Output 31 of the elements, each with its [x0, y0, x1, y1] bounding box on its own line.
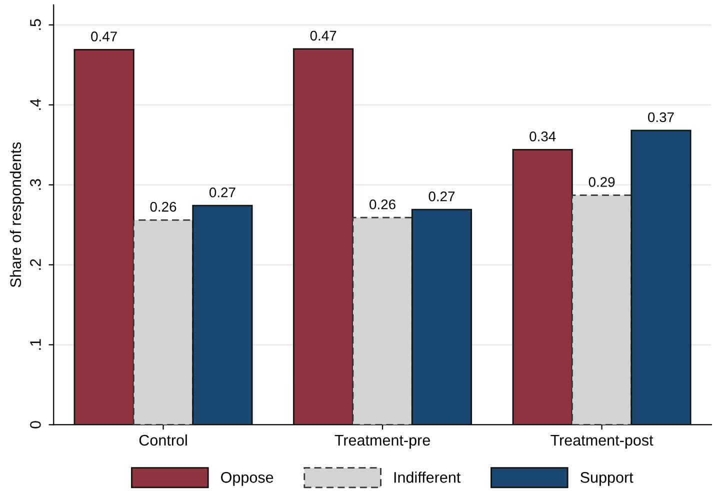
y-axis-title: Share of respondents	[10, 142, 24, 288]
bar	[571, 194, 632, 425]
x-tick-label: Control	[139, 434, 187, 446]
legend-label: Support	[580, 472, 634, 486]
y-tick-label: .5	[30, 19, 41, 30]
data-label: 0.37	[648, 112, 674, 122]
y-tick-label: .2	[30, 259, 41, 270]
x-tick-label: Treatment-pre	[334, 435, 430, 449]
legend-label: Oppose	[221, 472, 274, 486]
y-tick-label: 0	[30, 421, 41, 428]
bar	[132, 219, 194, 425]
data-label: 0.26	[150, 202, 176, 212]
legend-label: Indifferent	[394, 472, 461, 483]
bar	[74, 48, 134, 425]
y-tick-label: .4	[30, 98, 41, 110]
data-label: 0.34	[530, 132, 556, 142]
data-label: 0.26	[370, 199, 396, 210]
bar	[293, 48, 354, 425]
bar	[352, 216, 413, 425]
bar	[192, 204, 253, 425]
data-label: 0.27	[428, 191, 455, 202]
data-label: 0.47	[91, 32, 117, 42]
data-label: 0.27	[209, 187, 236, 198]
y-tick-label: .3	[30, 179, 41, 190]
data-label: 0.29	[588, 177, 615, 187]
x-tick-label: Treatment-post	[550, 435, 654, 449]
bar	[512, 148, 573, 425]
data-label: 0.47	[310, 30, 336, 41]
bar	[630, 130, 692, 425]
bar	[411, 208, 472, 425]
y-tick-label: .1	[30, 339, 41, 350]
